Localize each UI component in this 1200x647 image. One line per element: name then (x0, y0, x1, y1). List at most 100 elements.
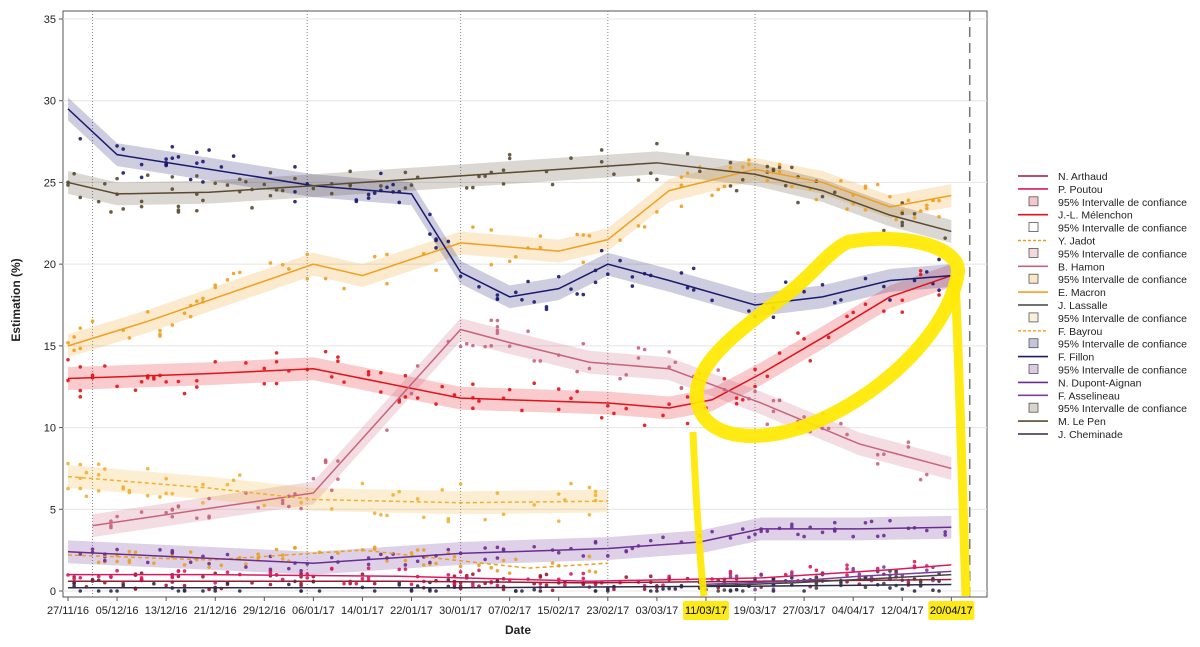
x-axis-title: Date (505, 623, 531, 637)
poll-point (538, 245, 543, 250)
poll-point (170, 548, 175, 553)
poll-point (642, 347, 647, 352)
poll-point (403, 373, 408, 378)
poll-point (924, 472, 929, 477)
poll-point (685, 421, 690, 426)
poll-point (299, 589, 303, 593)
poll-point (765, 164, 770, 169)
poll-point (538, 359, 543, 363)
poll-point (679, 204, 684, 209)
poll-point (428, 232, 432, 236)
poll-point (403, 563, 408, 567)
poll-point (471, 406, 475, 411)
poll-point (630, 275, 635, 279)
poll-point (121, 207, 126, 211)
poll-point (734, 574, 739, 579)
x-tick-label: 03/03/17 (635, 605, 678, 617)
poll-point (293, 165, 297, 169)
poll-point (912, 216, 917, 220)
poll-point (446, 547, 451, 552)
poll-point (777, 398, 782, 403)
poll-point (139, 379, 144, 384)
poll-point (606, 587, 610, 592)
poll-point (280, 188, 285, 193)
poll-point (121, 147, 126, 151)
poll-point (513, 290, 518, 295)
poll-point (213, 359, 218, 364)
poll-point (145, 493, 150, 498)
poll-point (783, 280, 788, 284)
poll-point (434, 246, 438, 250)
poll-point (851, 566, 855, 571)
poll-point (532, 359, 537, 363)
poll-point (385, 252, 389, 257)
poll-point (403, 395, 408, 399)
poll-point (274, 547, 279, 552)
poll-point (127, 560, 132, 565)
highlight-stroke-right (950, 279, 971, 597)
poll-point (538, 573, 543, 578)
poll-point (495, 293, 500, 297)
poll-point (182, 569, 187, 573)
poll-point (403, 186, 408, 190)
poll-point (882, 228, 886, 233)
poll-point (544, 307, 549, 312)
poll-point (72, 171, 76, 176)
poll-point (72, 581, 76, 585)
poll-point (655, 210, 659, 214)
poll-point (587, 366, 592, 371)
y-tick-label: 15 (44, 341, 56, 353)
poll-point (900, 220, 905, 225)
legend-label: M. Le Pen (1058, 416, 1106, 428)
legend-label: E. Macron (1058, 287, 1106, 299)
legend-label: 95% Intervalle de confiance (1058, 313, 1187, 325)
poll-point (593, 570, 598, 574)
poll-point (495, 583, 500, 588)
poll-point (170, 175, 175, 179)
poll-point (765, 422, 770, 427)
x-tick-label: 27/11/16 (47, 605, 89, 617)
x-tick-label: 15/02/17 (537, 605, 580, 617)
trend-line (67, 168, 952, 347)
poll-point (201, 198, 205, 203)
poll-point (477, 399, 481, 403)
poll-point (636, 356, 641, 360)
poll-point (201, 554, 205, 559)
poll-point (894, 217, 898, 222)
poll-point (182, 583, 187, 588)
poll-point (845, 314, 849, 319)
x-tick-label: 06/01/17 (292, 605, 335, 617)
poll-point (158, 332, 162, 337)
poll-point (734, 396, 739, 400)
poll-point (489, 344, 494, 348)
poll-point (360, 481, 365, 486)
poll-point (274, 188, 279, 192)
poll-point (415, 396, 420, 400)
legend-label: J. Lassalle (1058, 300, 1108, 312)
poll-point (372, 191, 377, 196)
poll-point (372, 581, 377, 586)
poll-point (691, 266, 696, 271)
poll-point (78, 136, 83, 141)
poll-point (293, 189, 297, 194)
poll-point (145, 466, 150, 471)
poll-point (397, 200, 402, 205)
poll-point (66, 183, 70, 187)
poll-point (924, 568, 929, 572)
poll-point (90, 319, 95, 323)
y-tick-label: 10 (44, 423, 56, 435)
poll-point (170, 515, 175, 519)
poll-point (931, 588, 935, 593)
poll-point (342, 286, 346, 291)
poll-point (912, 212, 917, 216)
poll-point (753, 384, 757, 389)
poll-point (244, 361, 248, 365)
poll-point (176, 204, 181, 209)
poll-point (581, 341, 586, 346)
legend-swatch-box (1028, 247, 1039, 258)
axes: 0 5 10 15 20 25 30 35 27/11/16 05/12/16 13/12/16 21… (44, 14, 973, 617)
poll-point (366, 192, 371, 197)
poll-point (133, 550, 138, 555)
poll-point (409, 551, 414, 555)
poll-point (176, 208, 181, 212)
